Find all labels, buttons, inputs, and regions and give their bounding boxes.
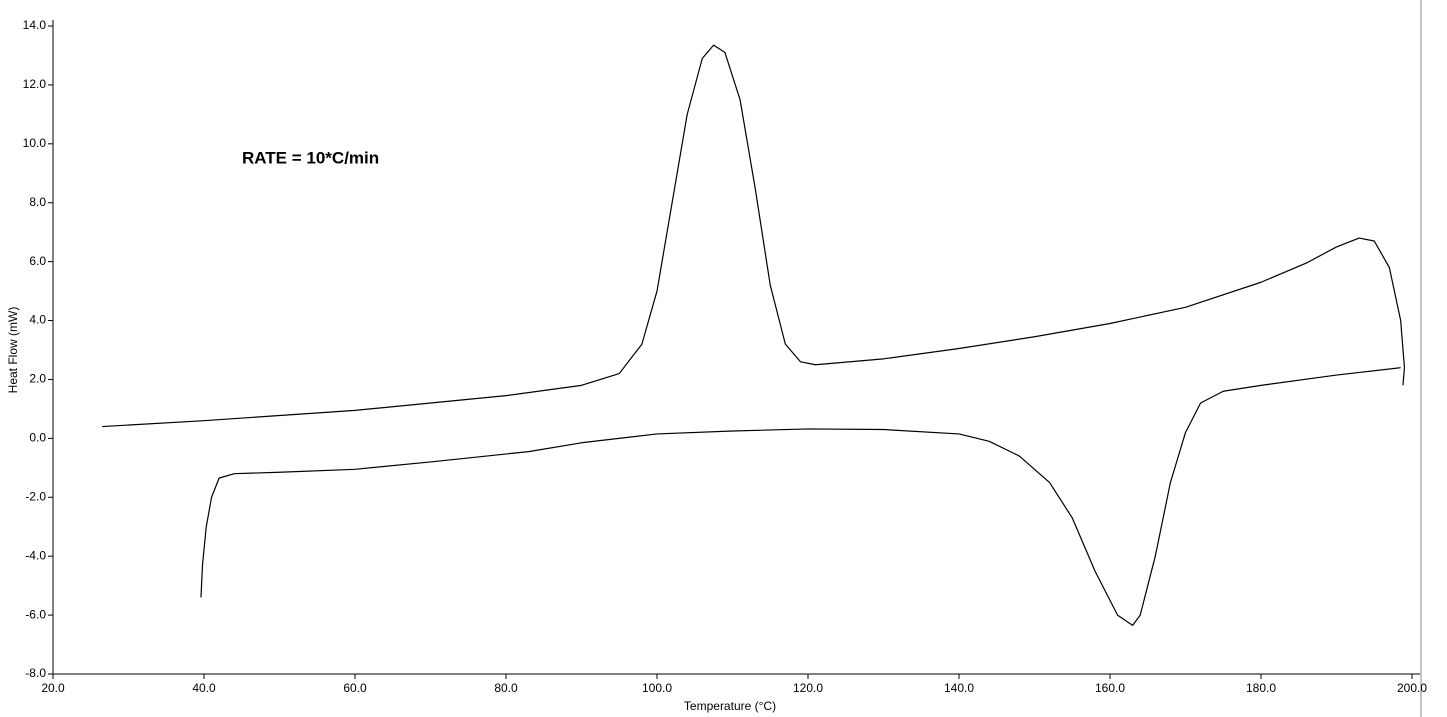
y-tick-label: 2.0 [29, 372, 46, 386]
x-tick-label: 80.0 [494, 681, 518, 695]
y-tick-label: -2.0 [25, 489, 46, 503]
y-tick-label: 12.0 [23, 77, 47, 91]
x-tick-label: 60.0 [343, 681, 367, 695]
data-line [200, 367, 1401, 626]
y-tick-label: -4.0 [25, 548, 46, 562]
y-tick-label: 10.0 [23, 136, 47, 150]
y-tick-label: 8.0 [29, 195, 46, 209]
x-tick-label: 160.0 [1095, 681, 1125, 695]
x-tick-label: 200.0 [1397, 681, 1427, 695]
x-tick-label: 40.0 [192, 681, 216, 695]
x-axis-label: Temperature (°C) [684, 699, 776, 713]
x-tick-label: 100.0 [642, 681, 672, 695]
y-tick-label: 14.0 [23, 18, 47, 32]
y-tick-label: 0.0 [29, 431, 46, 445]
y-tick-label: -8.0 [25, 666, 46, 680]
y-tick-label: 6.0 [29, 254, 46, 268]
y-axis-label: Heat Flow (mW) [6, 307, 20, 394]
annotation: RATE = 10*C/min [242, 148, 379, 167]
x-tick-label: 140.0 [944, 681, 974, 695]
data-line [102, 44, 1406, 428]
x-tick-label: 20.0 [41, 681, 65, 695]
x-tick-label: 180.0 [1246, 681, 1276, 695]
y-tick-label: -6.0 [25, 607, 46, 621]
x-tick-label: 120.0 [793, 681, 823, 695]
y-tick-label: 4.0 [29, 313, 46, 327]
